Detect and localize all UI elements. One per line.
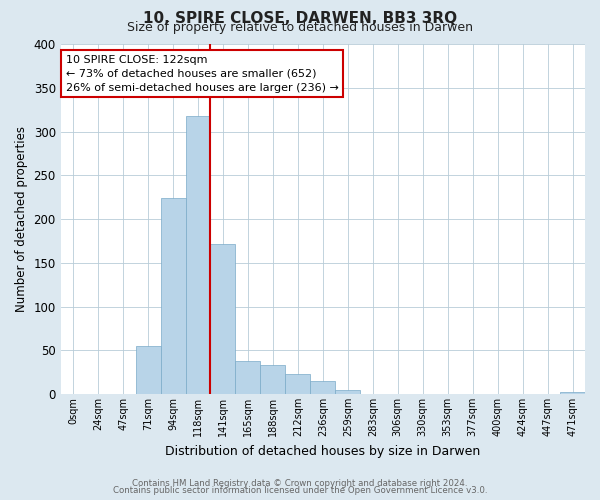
Bar: [310, 381, 335, 394]
Bar: [235, 361, 260, 394]
Text: Size of property relative to detached houses in Darwen: Size of property relative to detached ho…: [127, 21, 473, 34]
Text: Contains public sector information licensed under the Open Government Licence v3: Contains public sector information licen…: [113, 486, 487, 495]
Bar: [260, 365, 286, 394]
X-axis label: Distribution of detached houses by size in Darwen: Distribution of detached houses by size …: [165, 444, 481, 458]
Bar: [161, 198, 185, 394]
Text: Contains HM Land Registry data © Crown copyright and database right 2024.: Contains HM Land Registry data © Crown c…: [132, 478, 468, 488]
Text: 10, SPIRE CLOSE, DARWEN, BB3 3RQ: 10, SPIRE CLOSE, DARWEN, BB3 3RQ: [143, 11, 457, 26]
Bar: [560, 392, 585, 394]
Text: 10 SPIRE CLOSE: 122sqm
← 73% of detached houses are smaller (652)
26% of semi-de: 10 SPIRE CLOSE: 122sqm ← 73% of detached…: [66, 54, 339, 92]
Bar: [211, 244, 235, 394]
Bar: [286, 374, 310, 394]
Bar: [136, 346, 161, 394]
Bar: [185, 116, 211, 394]
Y-axis label: Number of detached properties: Number of detached properties: [15, 126, 28, 312]
Bar: [335, 390, 360, 394]
